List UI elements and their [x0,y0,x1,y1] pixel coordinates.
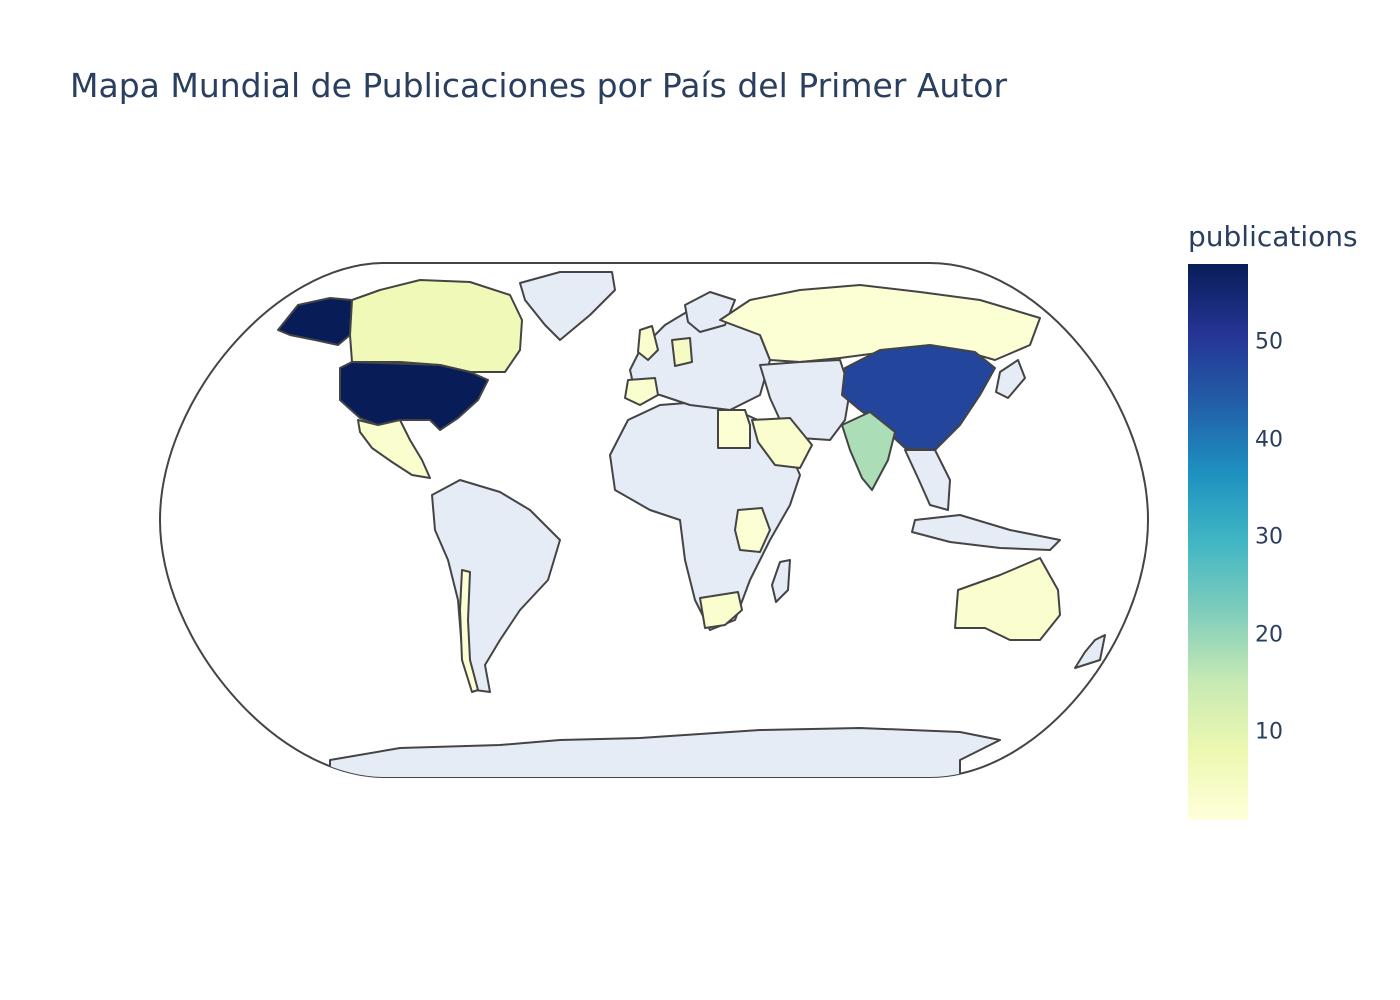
country-united-states[interactable] [339,361,489,431]
colorbar-tick-label: 30 [1255,524,1283,550]
colorbar-tick-label: 50 [1255,329,1283,355]
country-spain[interactable] [624,377,659,406]
country-japan[interactable] [995,359,1026,399]
colorbar-tick-label: 40 [1255,427,1283,453]
chart-title: Mapa Mundial de Publicaciones por País d… [70,66,1008,105]
country-madagascar[interactable] [771,559,791,603]
country-greenland[interactable] [519,271,616,341]
country-egypt[interactable] [717,409,751,449]
country-new-zealand[interactable] [1074,634,1106,669]
colorbar-tick-label: 20 [1255,622,1283,648]
country-mexico[interactable] [357,419,431,479]
country-tanzania[interactable] [734,507,771,553]
country-saudi-arabia[interactable] [751,417,813,469]
colorbar [1188,264,1248,820]
country-indonesia[interactable] [911,514,1061,551]
colorbar-title: publications [1188,220,1358,253]
country-antarctica[interactable] [329,727,1001,790]
country-chile[interactable] [459,569,479,693]
country-south-africa[interactable] [699,591,743,629]
country-united-kingdom[interactable] [637,325,659,361]
country-germany[interactable] [671,337,693,367]
country-southeast-asia[interactable] [904,449,951,511]
colorbar-tick-label: 10 [1255,719,1283,745]
country-russia[interactable] [719,284,1041,363]
country-australia[interactable] [954,557,1061,641]
country-india[interactable] [841,411,896,491]
country-canada[interactable] [349,279,523,373]
